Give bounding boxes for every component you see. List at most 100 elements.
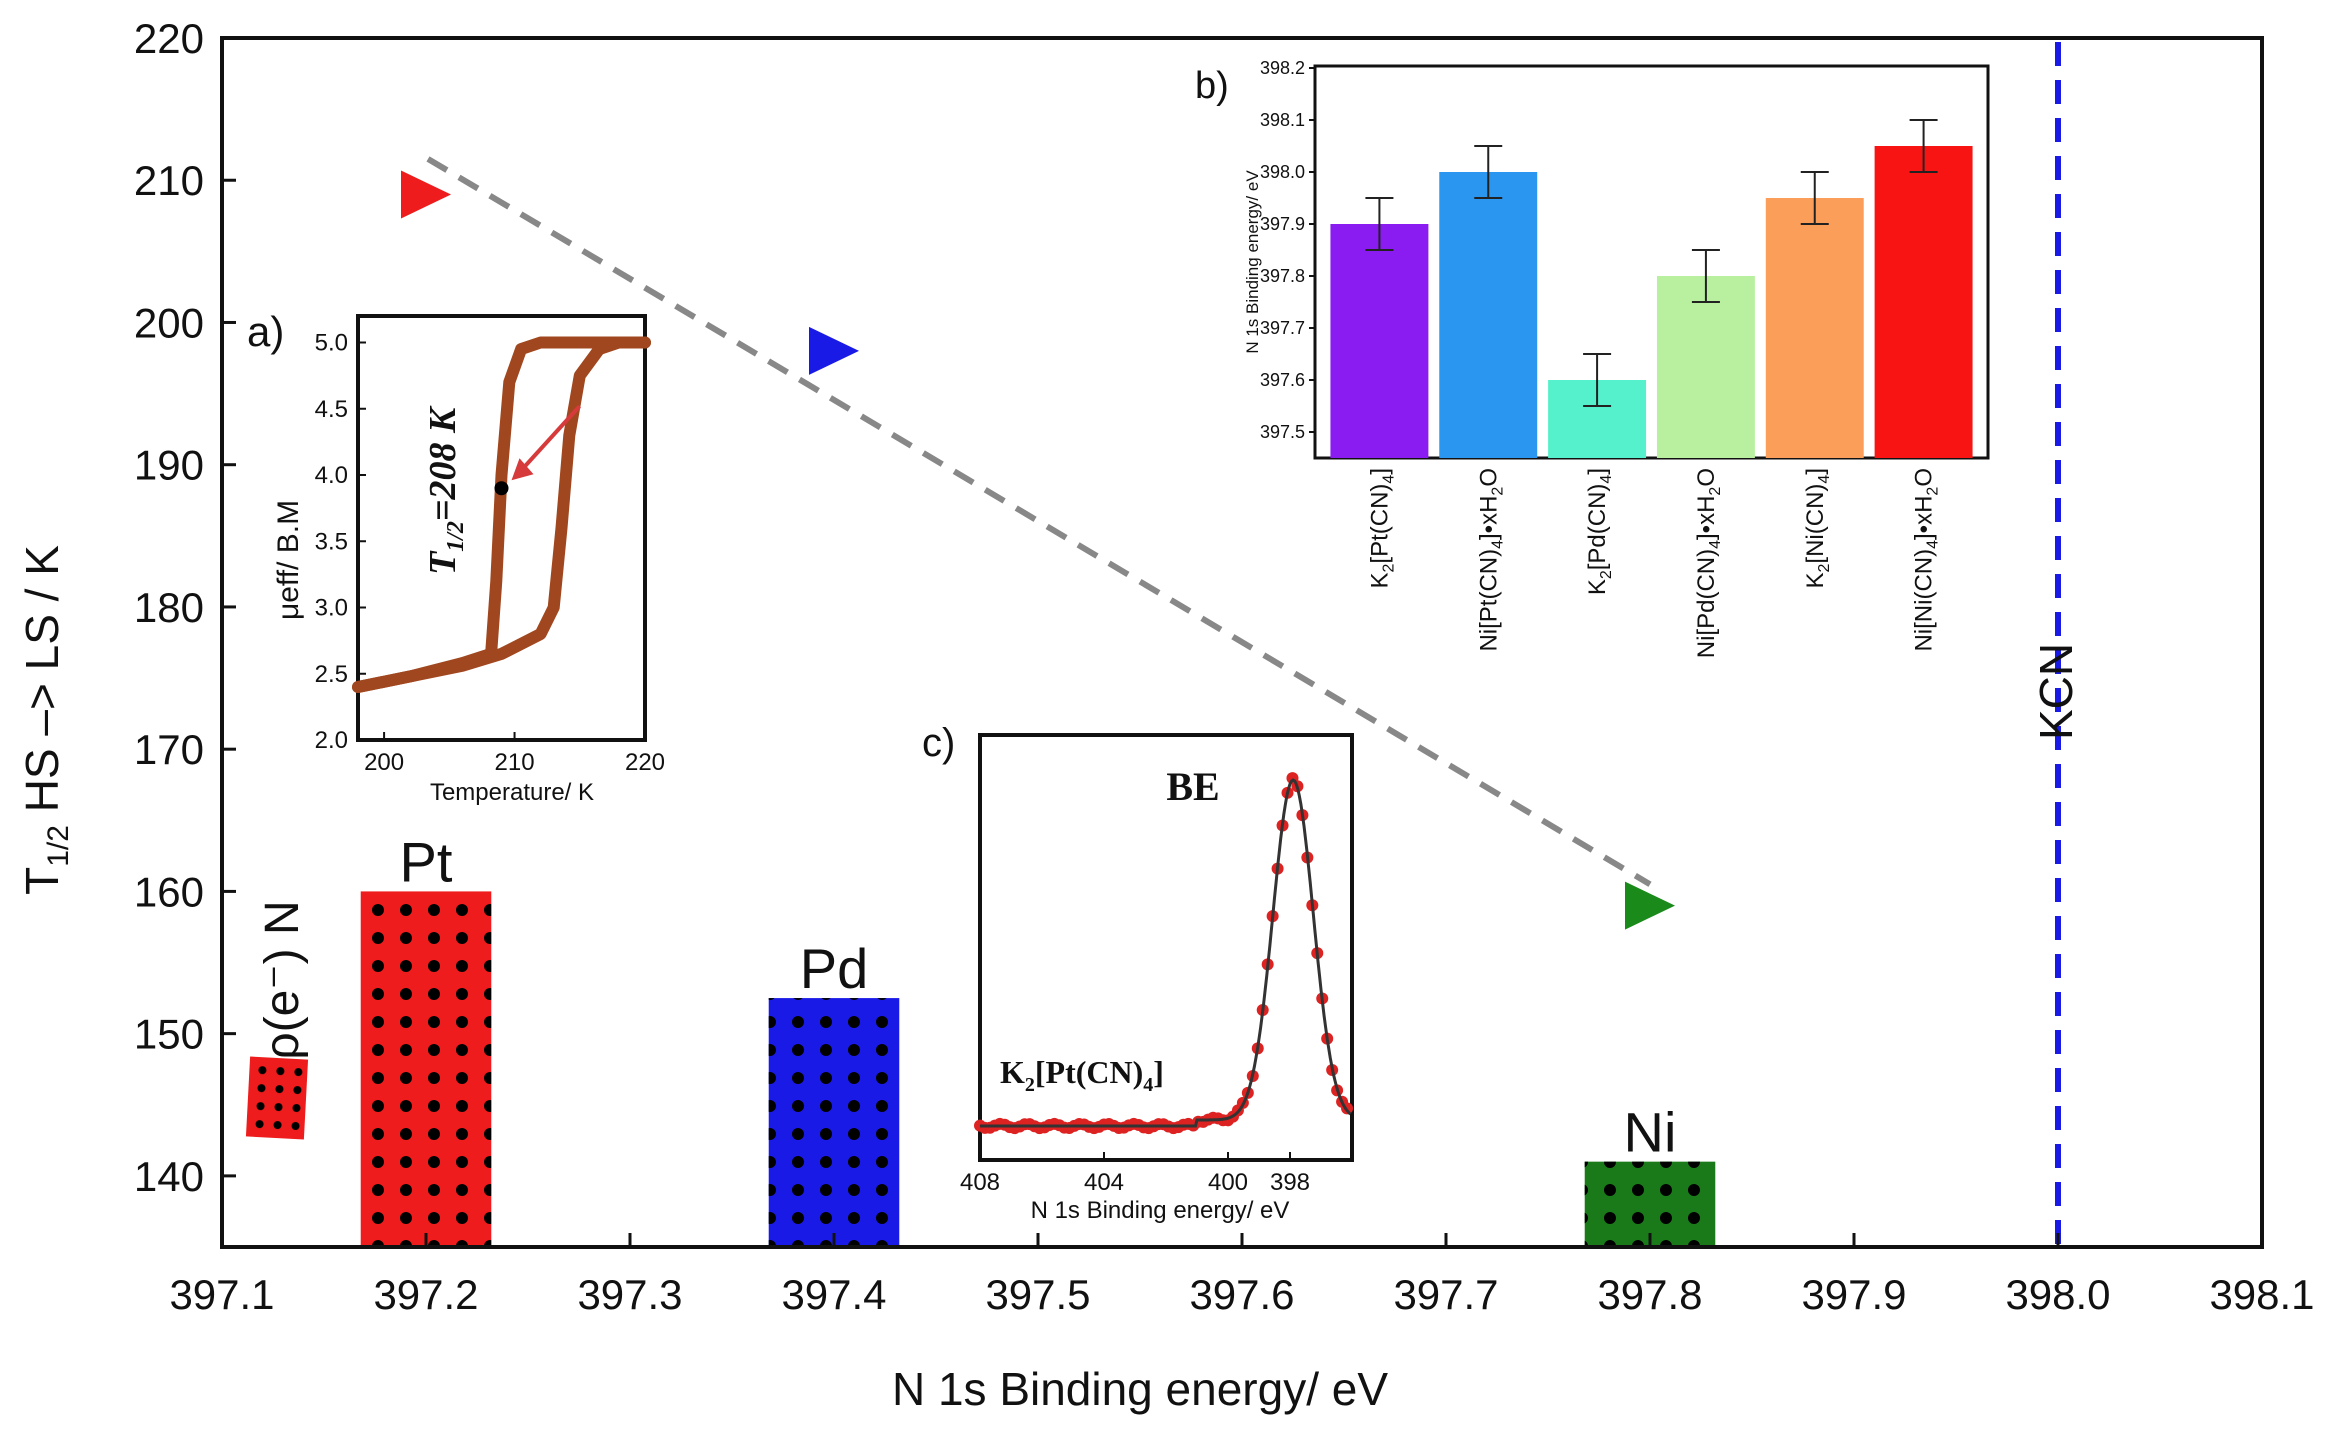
x-tick-label: 397.3 bbox=[577, 1271, 682, 1318]
inset-c-fit-line bbox=[980, 778, 1352, 1128]
inset-b-y-tick-label: 398.2 bbox=[1260, 58, 1305, 78]
inset-b-y-tick-label: 397.9 bbox=[1260, 214, 1305, 234]
x-tick-label: 397.8 bbox=[1597, 1271, 1702, 1318]
legend-swatch-dots bbox=[245, 1056, 309, 1140]
inset-b-bar bbox=[1874, 146, 1973, 458]
marker-group bbox=[401, 170, 1675, 930]
inset-c-sample-label: K2[Pt(CN)4] bbox=[1000, 1054, 1164, 1096]
x-tick-label: 397.4 bbox=[781, 1271, 886, 1318]
inset-a-y-tick-label: 4.0 bbox=[315, 462, 348, 489]
y-axis-label-rest: HS –> LS / K bbox=[16, 545, 68, 825]
marker-ni bbox=[1625, 881, 1675, 930]
y-axis-label-sub: 1/2 bbox=[42, 825, 75, 867]
subscript: 4 bbox=[1707, 540, 1724, 549]
subscript: 4 bbox=[1143, 1074, 1153, 1096]
y-axis-ticks: 140 150 160 170 180 190 200 210 220 bbox=[134, 15, 236, 1200]
inset-c-peak-label: BE bbox=[1166, 764, 1219, 809]
label-part: ] bbox=[1584, 468, 1611, 475]
label-part: K bbox=[1584, 579, 1611, 595]
inset-b-category-label: Ni[Pt(CN)4]•xH2O bbox=[1475, 468, 1506, 652]
subscript: 2 bbox=[1816, 563, 1833, 572]
y-axis-label: T1/2 HS –> LS / K bbox=[16, 545, 75, 895]
inset-b-bars bbox=[1330, 146, 1973, 458]
inset-b-error-bars bbox=[1365, 119, 1938, 407]
label-part: [Ni(CN) bbox=[1802, 484, 1829, 564]
inset-a-y-tick-label: 4.5 bbox=[315, 396, 348, 423]
inset-a-y-tick-label: 2.0 bbox=[315, 727, 348, 754]
y-axis-label-t: T bbox=[16, 867, 68, 895]
inset-c-x-tick-label: 404 bbox=[1084, 1169, 1124, 1196]
subscript: 2 bbox=[1707, 487, 1724, 496]
y-tick-label: 160 bbox=[134, 868, 204, 915]
inset-c: c) BE K2[Pt(CN)4] 408 404 400 398 N 1s Bind… bbox=[922, 721, 1354, 1224]
x-tick-label: 397.2 bbox=[373, 1271, 478, 1318]
legend-label: ρ(e⁻) N bbox=[256, 900, 309, 1059]
marker-pt bbox=[401, 170, 451, 219]
label-part: [Pd(CN) bbox=[1584, 484, 1611, 571]
y-tick-label: 220 bbox=[134, 15, 204, 62]
inset-a-annotation: T1/2=208 K bbox=[422, 405, 469, 575]
inset-b-category-label: Ni[Ni(CN)4]•xH2O bbox=[1911, 468, 1942, 652]
label-part: K bbox=[1366, 572, 1393, 588]
inset-b-y-tick-label: 398.0 bbox=[1260, 162, 1305, 182]
label-part: O bbox=[1693, 468, 1720, 487]
legend-box: ρ(e⁻) N bbox=[245, 900, 309, 1140]
subscript: 4 bbox=[1380, 475, 1397, 484]
inset-b-category-label: K2[Pt(CN)4] bbox=[1366, 468, 1397, 589]
y-tick-label: 190 bbox=[134, 442, 204, 489]
inset-b-y-tick-label: 398.1 bbox=[1260, 110, 1305, 130]
bar-ni-dots bbox=[1584, 1161, 1716, 1247]
y-tick-label: 200 bbox=[134, 299, 204, 346]
inset-a-y-tick-label: 5.0 bbox=[315, 330, 348, 357]
inset-b-bar bbox=[1330, 224, 1429, 458]
panel-label-a: a) bbox=[247, 308, 284, 355]
inset-c-x-tick-label: 398 bbox=[1270, 1169, 1310, 1196]
x-tick-label: 398.1 bbox=[2209, 1271, 2314, 1318]
inset-b-y-ticks: 397.5 397.6 397.7 397.8 397.9 398.0 398.1 398.2 bbox=[1260, 58, 1315, 442]
inset-c-x-tick-label: 408 bbox=[960, 1169, 1000, 1196]
label-part: O bbox=[1475, 468, 1502, 487]
inset-a-curves bbox=[352, 336, 651, 693]
x-axis-ticks: 397.1 397.2 397.3 397.4 397.5 397.6 397.7 397.8… bbox=[169, 1233, 2315, 1318]
inset-b-category-labels: K2[Pt(CN)4]Ni[Pt(CN)4]•xH2OK2[Pd(CN)4]Ni… bbox=[1366, 468, 1941, 658]
label-part: K bbox=[1000, 1054, 1025, 1090]
inset-a-x-ticks: 200 210 220 bbox=[364, 732, 665, 776]
inset-c-x-tick-label: 400 bbox=[1208, 1169, 1248, 1196]
label-part: O bbox=[1911, 468, 1938, 487]
inset-c-x-label: N 1s Binding energy/ eV bbox=[1031, 1197, 1290, 1224]
x-tick-label: 397.7 bbox=[1393, 1271, 1498, 1318]
panel-label-b: b) bbox=[1195, 65, 1229, 107]
x-tick-label: 398.0 bbox=[2005, 1271, 2110, 1318]
inset-b-bar bbox=[1765, 198, 1864, 458]
inset-a-y-ticks: 2.0 2.5 3.0 3.5 4.0 4.5 5.0 bbox=[315, 330, 366, 754]
label-part: ] bbox=[1802, 468, 1829, 475]
y-tick-label: 140 bbox=[134, 1153, 204, 1200]
label-part: [Pt(CN) bbox=[1366, 484, 1393, 564]
label-part: ] bbox=[1153, 1054, 1164, 1090]
inset-a-frame bbox=[356, 314, 647, 742]
inset-b-y-tick-label: 397.8 bbox=[1260, 266, 1305, 286]
label-part: Ni[Pt(CN) bbox=[1475, 549, 1502, 652]
label-part: K bbox=[1802, 572, 1829, 588]
x-tick-label: 397.6 bbox=[1189, 1271, 1294, 1318]
bar-pd-dots bbox=[768, 998, 900, 1247]
subscript: 4 bbox=[1816, 475, 1833, 484]
inset-a: a) T1/2=208 K 200 210 220 2.0 2.5 3.0 3.5 4.0 4… bbox=[247, 308, 665, 806]
inset-a-x-tick-label: 200 bbox=[364, 749, 404, 776]
inset-b-y-tick-label: 397.7 bbox=[1260, 318, 1305, 338]
label-part: ] bbox=[1366, 468, 1393, 475]
inset-a-arrowhead bbox=[511, 458, 534, 481]
subscript: 2 bbox=[1380, 563, 1397, 572]
reference-label-kcn: KCN bbox=[2030, 643, 2082, 740]
bar-label-ni: Ni bbox=[1624, 1101, 1677, 1164]
x-tick-label: 397.5 bbox=[985, 1271, 1090, 1318]
inset-a-y-label: μeff/ B.M bbox=[272, 500, 305, 620]
inset-a-x-tick-label: 210 bbox=[495, 749, 535, 776]
inset-b-bar bbox=[1656, 276, 1755, 458]
inset-b-category-label: K2[Ni(CN)4] bbox=[1802, 468, 1833, 588]
bar-pt-dots bbox=[360, 891, 492, 1247]
inset-a-transition-marker bbox=[494, 481, 509, 496]
inset-a-annotation-sub: 1/2 bbox=[443, 521, 469, 552]
